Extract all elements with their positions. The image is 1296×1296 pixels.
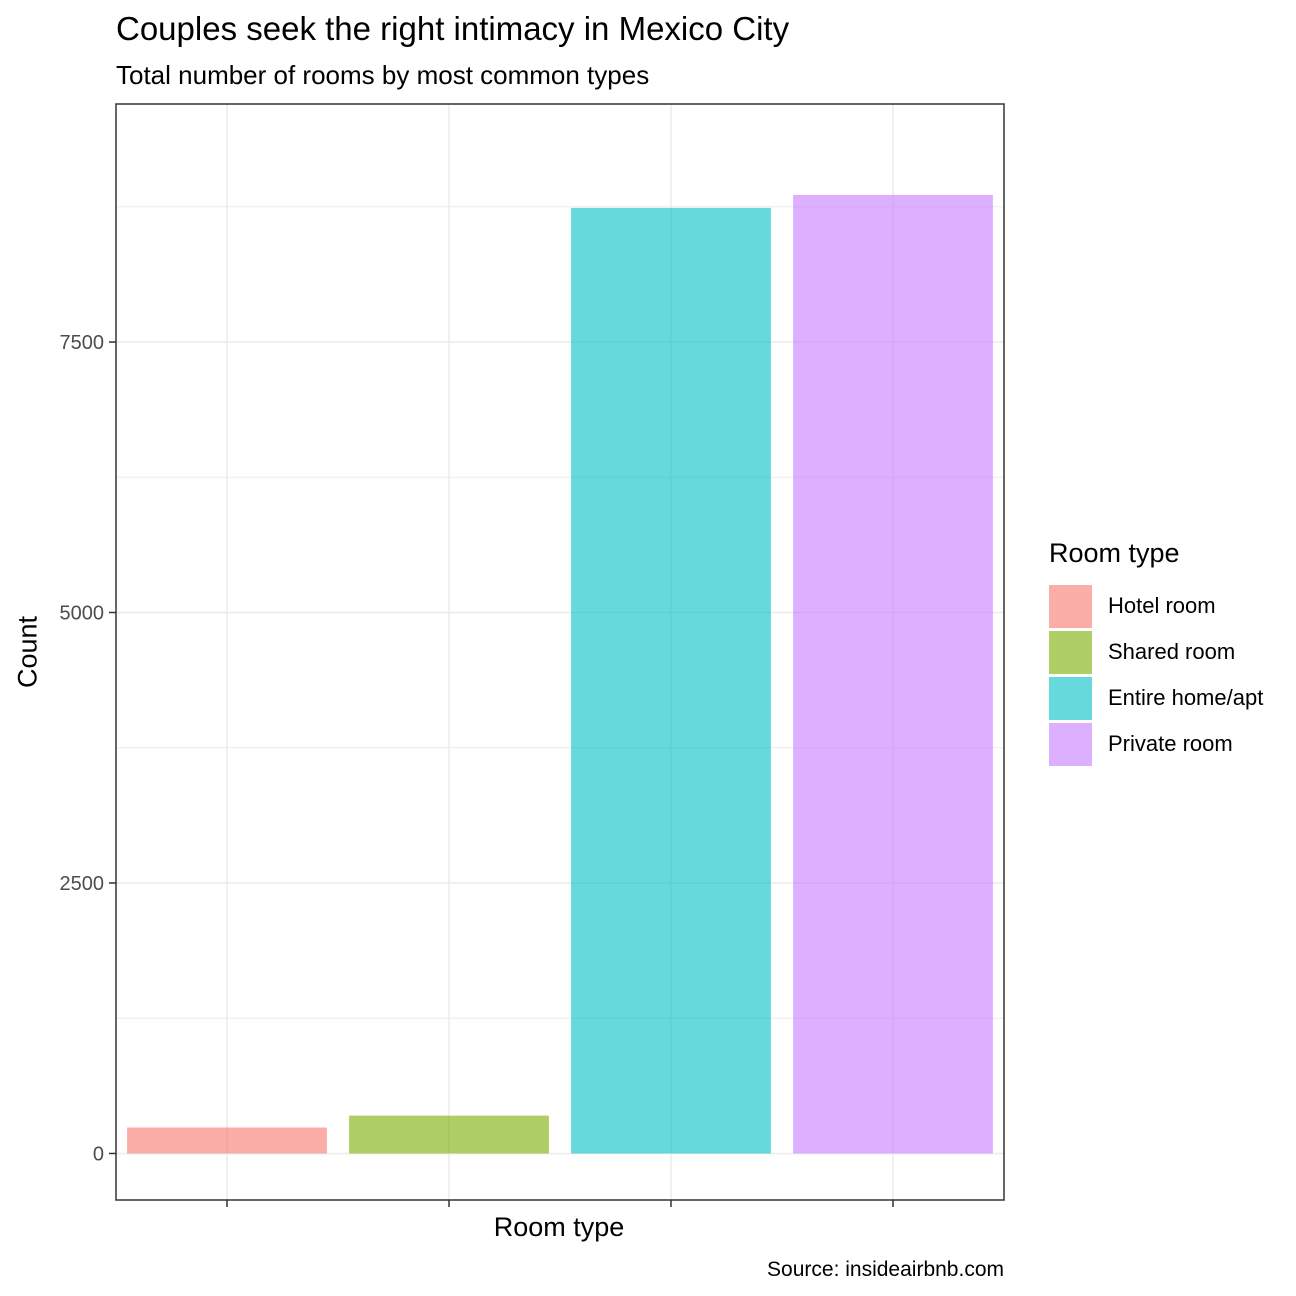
bar-shared-room xyxy=(349,1115,549,1154)
legend-swatch xyxy=(1049,722,1092,766)
legend-swatch xyxy=(1049,584,1092,628)
y-tick-label: 7500 xyxy=(60,332,105,354)
y-tick-label: 5000 xyxy=(60,603,105,625)
legend-title: Room type xyxy=(1049,538,1180,568)
legend-label: Private room xyxy=(1108,731,1233,756)
y-tick-label: 0 xyxy=(93,1143,104,1165)
legend-item-entire-home: Entire home/apt xyxy=(1049,675,1263,721)
legend-item-hotel-room: Hotel room xyxy=(1049,583,1263,629)
bar-hotel-room xyxy=(127,1127,327,1154)
bar-entire-home-apt xyxy=(571,207,771,1154)
legend: Room type Hotel room Shared room Entire … xyxy=(1049,538,1263,767)
y-axis-label: Count xyxy=(12,615,43,689)
chart-title: Couples seek the right intimacy in Mexic… xyxy=(116,10,790,47)
panel-border xyxy=(115,103,1005,1201)
bar-private-room xyxy=(793,194,993,1154)
legend-label: Hotel room xyxy=(1108,593,1216,618)
chart-subtitle: Total number of rooms by most common typ… xyxy=(116,60,650,90)
legend-item-shared-room: Shared room xyxy=(1049,629,1263,675)
legend-label: Entire home/apt xyxy=(1108,685,1264,710)
y-tick-label: 2500 xyxy=(60,873,105,895)
legend-swatch xyxy=(1049,676,1092,720)
legend-label: Shared room xyxy=(1108,639,1236,664)
x-axis-label: Room type xyxy=(493,1212,625,1242)
legend-item-private-room: Private room xyxy=(1049,721,1263,767)
source-caption: Source: insideairbnb.com xyxy=(767,1258,1004,1281)
legend-swatch xyxy=(1049,630,1092,674)
